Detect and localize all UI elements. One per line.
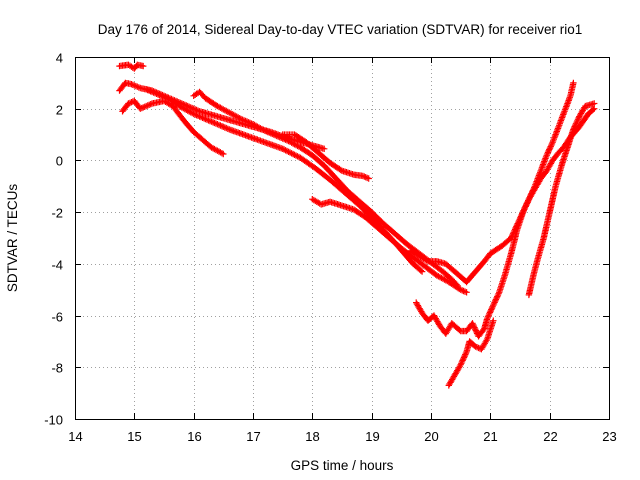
chart-title: Day 176 of 2014, Sidereal Day-to-day VTE… bbox=[98, 22, 582, 37]
y-tick-label: 2 bbox=[56, 103, 63, 118]
data-series bbox=[116, 61, 147, 72]
x-tick-label: 15 bbox=[127, 429, 141, 444]
y-tick-label: -10 bbox=[44, 413, 63, 428]
x-tick-label: 18 bbox=[305, 429, 319, 444]
x-tick-label: 23 bbox=[602, 429, 616, 444]
data-series bbox=[119, 97, 227, 158]
data-series bbox=[279, 131, 372, 182]
data-series bbox=[407, 79, 577, 286]
y-tick-label: -6 bbox=[51, 310, 63, 325]
data-series bbox=[445, 317, 497, 389]
x-tick-label: 16 bbox=[187, 429, 201, 444]
grid bbox=[75, 57, 609, 419]
y-tick-label: -2 bbox=[51, 206, 63, 221]
data-point-markers bbox=[116, 61, 147, 72]
y-tick-label: -4 bbox=[51, 258, 63, 273]
data-series bbox=[143, 86, 426, 275]
data-point-markers bbox=[407, 79, 577, 286]
x-tick-label: 19 bbox=[365, 429, 379, 444]
x-tick-label: 14 bbox=[68, 429, 82, 444]
x-tick-label: 17 bbox=[246, 429, 260, 444]
data-point-markers bbox=[143, 86, 426, 275]
data-point-markers bbox=[525, 100, 598, 299]
data-series bbox=[525, 100, 598, 299]
data-point-markers bbox=[445, 317, 497, 389]
data-series bbox=[309, 196, 470, 296]
x-axis-label: GPS time / hours bbox=[291, 458, 394, 473]
data-point-markers bbox=[279, 131, 372, 182]
data-point-markers bbox=[119, 97, 227, 158]
data-point-markers bbox=[309, 196, 470, 296]
plot-frame bbox=[75, 57, 610, 420]
y-axis-label: SDTVAR / TECUs bbox=[5, 184, 20, 293]
x-tick-label: 22 bbox=[543, 429, 557, 444]
data-layer bbox=[116, 61, 598, 389]
x-tick-label: 21 bbox=[483, 429, 497, 444]
y-tick-label: 0 bbox=[56, 154, 63, 169]
x-tick-label: 20 bbox=[424, 429, 438, 444]
y-tick-label: 4 bbox=[56, 51, 63, 66]
y-tick-label: -8 bbox=[51, 361, 63, 376]
